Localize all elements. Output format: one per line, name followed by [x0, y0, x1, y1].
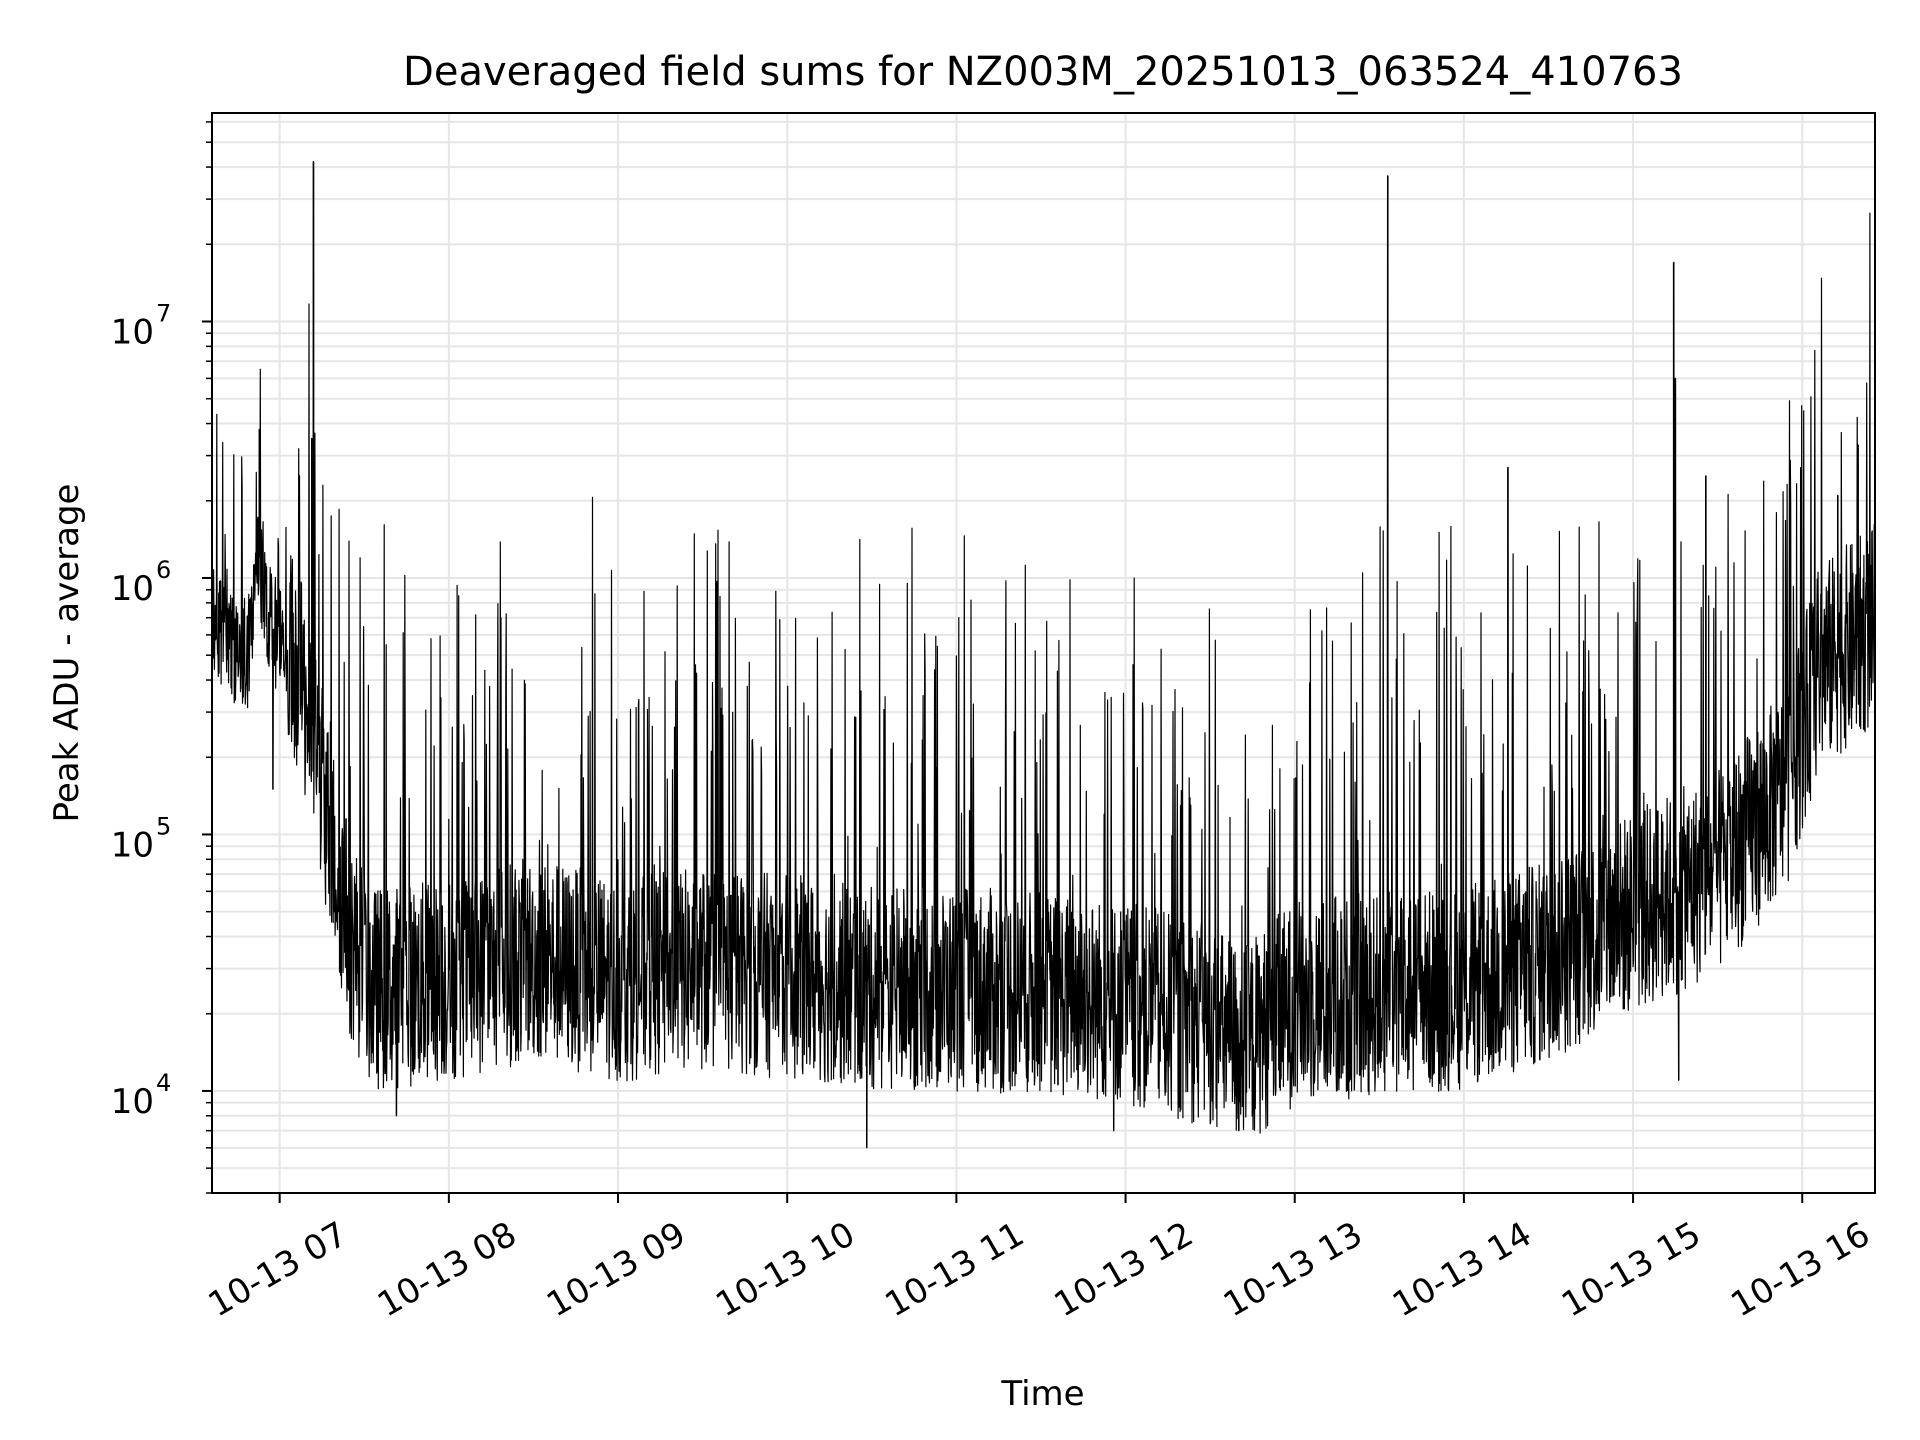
x-tick-label: 10-13 13: [1217, 1214, 1369, 1325]
y-tick-base: 10: [111, 569, 154, 609]
y-tick-exponent: 5: [156, 812, 171, 840]
x-tick-label: 10-13 08: [371, 1214, 523, 1325]
x-tick-label: 10-13 10: [709, 1214, 861, 1325]
grid: [212, 113, 1875, 1194]
chart-title: Deaveraged field sums for NZ003M_2025101…: [403, 49, 1683, 95]
x-tick-label: 10-13 11: [878, 1214, 1030, 1325]
x-axis-label: Time: [1000, 1374, 1084, 1414]
series-line-layer: [211, 161, 1876, 1149]
y-tick-exponent: 7: [156, 299, 171, 327]
y-tick-base: 10: [111, 1082, 154, 1122]
x-tick-label: 10-13 14: [1386, 1214, 1538, 1325]
y-tick-exponent: 6: [156, 556, 171, 584]
y-tick-label: 10 7: [111, 299, 172, 352]
y-axis-label: Peak ADU - average: [47, 484, 87, 823]
x-tick-label: 10-13 16: [1724, 1214, 1876, 1325]
y-tick-exponent: 4: [156, 1069, 171, 1097]
plot-frame: [211, 112, 1876, 1194]
y-tick-label: 10 4: [111, 1069, 172, 1122]
x-tick-label: 10-13 15: [1555, 1214, 1707, 1325]
y-tick-label: 10 6: [111, 556, 172, 609]
x-tick-label: 10-13 07: [202, 1214, 354, 1325]
y-tick-base: 10: [111, 825, 154, 865]
series-line: [211, 161, 1876, 1149]
y-tick-base: 10: [111, 312, 154, 352]
x-axis: 10-13 07 10-13 08 10-13 09 10-13 10 10-13 11…: [202, 1193, 1877, 1325]
x-tick-label: 10-13 12: [1048, 1214, 1200, 1325]
x-tick-label: 10-13 09: [540, 1214, 692, 1325]
y-tick-label: 10 5: [111, 812, 172, 865]
